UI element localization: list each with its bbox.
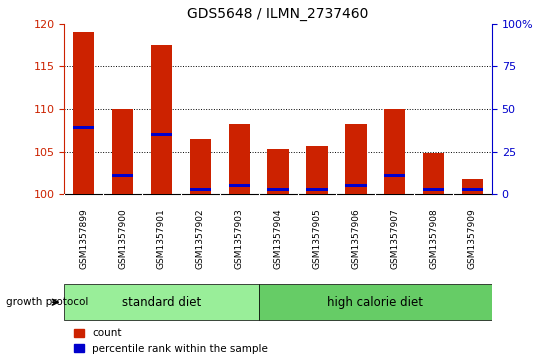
Bar [462,188,483,191]
Bar [229,124,250,194]
Bar [345,184,367,187]
Legend: count, percentile rank within the sample: count, percentile rank within the sample [69,324,272,358]
Bar [112,174,133,177]
Bar [345,124,367,194]
Bar [267,188,289,191]
Text: GSM1357906: GSM1357906 [352,208,361,269]
Bar [73,126,94,129]
Bar [151,133,172,136]
Text: GSM1357899: GSM1357899 [79,208,88,269]
Text: GSM1357904: GSM1357904 [273,208,283,269]
Text: growth protocol: growth protocol [6,297,88,307]
Bar [462,179,483,194]
Bar [423,188,444,191]
Bar [190,139,211,194]
Bar [73,32,94,194]
Bar [306,188,328,191]
Bar [384,109,405,194]
Bar [112,109,133,194]
Text: high calorie diet: high calorie diet [327,296,423,309]
Bar [267,149,289,194]
FancyBboxPatch shape [64,284,259,321]
FancyBboxPatch shape [259,284,492,321]
Bar [423,153,444,194]
Bar [306,146,328,194]
Bar [151,45,172,194]
Text: GSM1357905: GSM1357905 [312,208,321,269]
Text: GSM1357908: GSM1357908 [429,208,438,269]
Text: GSM1357903: GSM1357903 [235,208,244,269]
Text: GSM1357902: GSM1357902 [196,208,205,269]
Text: GSM1357907: GSM1357907 [390,208,399,269]
Title: GDS5648 / ILMN_2737460: GDS5648 / ILMN_2737460 [187,7,369,21]
Bar [190,188,211,191]
Bar [229,184,250,187]
Text: GSM1357901: GSM1357901 [157,208,166,269]
Bar [384,174,405,177]
Text: GSM1357909: GSM1357909 [468,208,477,269]
Text: GSM1357900: GSM1357900 [118,208,127,269]
Text: standard diet: standard diet [122,296,201,309]
